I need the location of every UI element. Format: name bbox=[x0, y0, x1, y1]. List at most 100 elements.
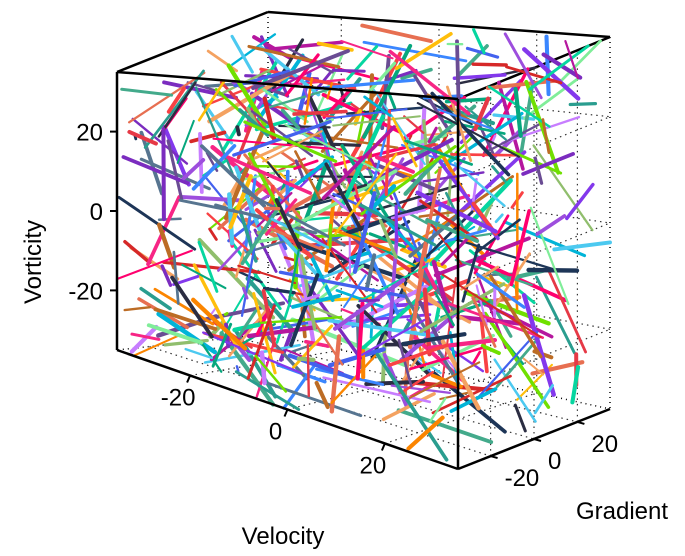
segment bbox=[375, 182, 463, 211]
segment bbox=[333, 277, 406, 331]
segment bbox=[353, 109, 362, 126]
segment bbox=[513, 403, 527, 433]
segment bbox=[557, 39, 602, 85]
segment bbox=[225, 155, 313, 195]
segment bbox=[535, 214, 567, 236]
segment bbox=[121, 155, 190, 185]
z-axis-title: Vorticity bbox=[20, 220, 47, 304]
segment bbox=[388, 49, 471, 116]
segment bbox=[210, 145, 271, 196]
segment bbox=[340, 39, 394, 60]
segment bbox=[378, 219, 398, 259]
segment bbox=[327, 347, 386, 368]
segment bbox=[191, 297, 248, 351]
segment bbox=[472, 350, 482, 365]
segment bbox=[475, 272, 526, 309]
segment bbox=[353, 183, 360, 199]
segment bbox=[493, 358, 537, 423]
segment bbox=[461, 243, 481, 303]
segment bbox=[181, 158, 206, 181]
segment bbox=[406, 415, 445, 451]
segment bbox=[207, 70, 296, 124]
segment bbox=[471, 295, 497, 348]
segment bbox=[522, 357, 545, 376]
segment bbox=[544, 34, 551, 97]
segment bbox=[352, 191, 377, 274]
segment bbox=[300, 226, 379, 282]
segment bbox=[419, 199, 479, 242]
segment bbox=[197, 79, 226, 122]
segment bbox=[282, 362, 318, 410]
segment bbox=[420, 258, 438, 290]
segment bbox=[528, 44, 590, 91]
segment bbox=[129, 324, 159, 354]
segment bbox=[254, 354, 288, 393]
segment bbox=[509, 209, 531, 287]
segment bbox=[270, 217, 330, 249]
segment bbox=[235, 365, 240, 373]
segment bbox=[321, 125, 396, 200]
segment bbox=[267, 88, 330, 109]
segment bbox=[356, 303, 431, 377]
segment bbox=[532, 144, 594, 232]
segment bbox=[284, 164, 368, 214]
segment bbox=[501, 115, 581, 145]
segment bbox=[422, 171, 485, 183]
segment bbox=[425, 218, 480, 244]
segment bbox=[303, 77, 314, 125]
segment bbox=[194, 86, 234, 175]
segment bbox=[426, 217, 463, 265]
segment bbox=[568, 101, 598, 107]
box-edge bbox=[116, 70, 459, 101]
segment bbox=[404, 139, 474, 166]
segment bbox=[475, 284, 488, 326]
segment bbox=[127, 71, 206, 124]
segment bbox=[156, 311, 218, 355]
segment bbox=[247, 44, 341, 69]
segment bbox=[234, 165, 262, 231]
segment bbox=[450, 153, 517, 157]
segment bbox=[505, 65, 563, 85]
segment bbox=[475, 258, 568, 303]
tick-mark bbox=[577, 420, 585, 425]
segment bbox=[570, 365, 581, 405]
segment bbox=[226, 63, 267, 127]
segment bbox=[360, 23, 433, 43]
segment bbox=[324, 162, 363, 232]
segment bbox=[241, 286, 249, 300]
segment bbox=[228, 174, 253, 230]
box-edge bbox=[116, 10, 269, 74]
segment bbox=[250, 164, 306, 169]
segment bbox=[243, 120, 338, 163]
segment bbox=[541, 118, 551, 155]
segment bbox=[521, 152, 575, 176]
segment bbox=[251, 48, 350, 91]
segment bbox=[302, 86, 341, 188]
segment bbox=[325, 107, 408, 120]
segment bbox=[403, 158, 440, 196]
segment bbox=[401, 332, 467, 346]
segment bbox=[391, 117, 418, 168]
segment bbox=[471, 62, 508, 67]
segment bbox=[197, 240, 219, 293]
segment bbox=[262, 130, 323, 163]
segment bbox=[237, 309, 258, 338]
segment bbox=[384, 109, 391, 197]
grid-line bbox=[384, 392, 537, 445]
grid-line bbox=[287, 370, 440, 411]
x-tick-label: 0 bbox=[269, 419, 282, 446]
x-tick-label: -20 bbox=[161, 385, 196, 412]
tick-mark bbox=[490, 455, 498, 460]
segment bbox=[223, 312, 229, 316]
segment bbox=[326, 82, 334, 100]
segment bbox=[322, 376, 432, 404]
segment bbox=[306, 343, 310, 398]
segment bbox=[176, 119, 195, 164]
segment bbox=[440, 236, 470, 266]
segment bbox=[133, 134, 138, 141]
segment bbox=[362, 40, 468, 63]
segment bbox=[231, 33, 277, 66]
segment bbox=[430, 91, 511, 177]
segment bbox=[217, 182, 269, 231]
segment bbox=[197, 237, 276, 320]
